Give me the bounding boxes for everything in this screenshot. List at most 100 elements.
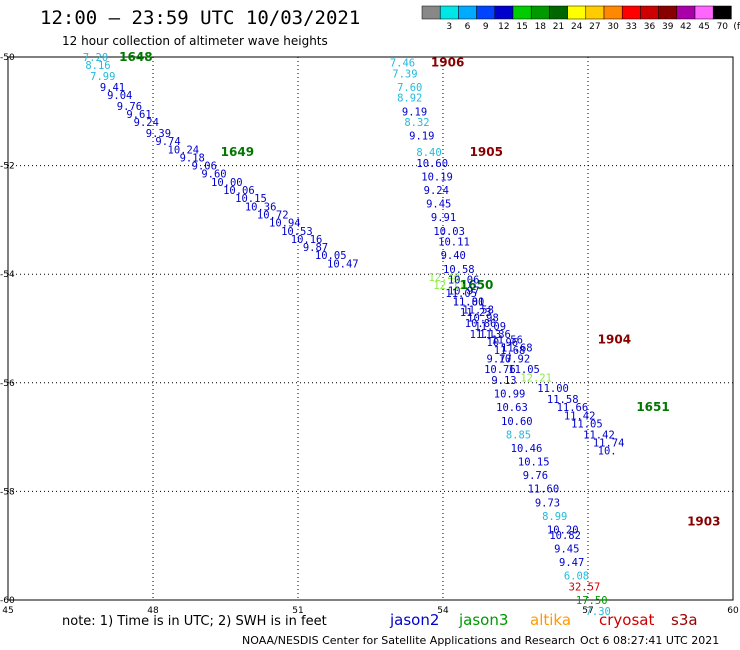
wave-height-label: 9.41 xyxy=(100,82,125,94)
colorbar-swatch xyxy=(439,5,459,20)
wave-height-label: 11.68 xyxy=(494,345,526,357)
colorbar-label: 42 xyxy=(680,22,691,32)
wave-height-label: 12.11 xyxy=(433,280,465,292)
wave-height-label: 9.13 xyxy=(491,375,516,387)
footer-timestamp: Oct 6 08:27:41 UTC 2021 xyxy=(580,634,719,647)
wave-height-label: 10.97 xyxy=(448,285,480,297)
wave-height-label: 11.00 xyxy=(537,383,569,395)
wave-height-label: 7.60 xyxy=(397,82,422,94)
chart-subtitle: 12 hour collection of altimeter wave hei… xyxy=(62,34,328,48)
colorbar-label: 36 xyxy=(644,22,656,32)
wave-height-label: 6.08 xyxy=(564,571,589,583)
colorbar-label: 45 xyxy=(698,22,709,32)
y-tick-label: -50 xyxy=(0,53,15,63)
colorbar-swatch xyxy=(421,5,441,20)
wave-height-label: 12.21 xyxy=(520,372,552,384)
wave-height-label: 10.15 xyxy=(235,193,267,205)
wave-height-label: 8.40 xyxy=(416,147,441,159)
pass-label: 1906 xyxy=(431,55,464,69)
wave-height-label: 8.85 xyxy=(506,429,531,441)
wave-height-label: 10.06 xyxy=(223,185,255,197)
satellite-name: cryosat xyxy=(599,611,654,629)
wave-height-label: 7.39 xyxy=(392,68,417,80)
wave-height-label: 10.03 xyxy=(433,226,465,238)
wave-height-label: 10.47 xyxy=(327,258,359,270)
colorbar-label: 30 xyxy=(607,22,619,32)
footer-credit: NOAA/NESDIS Center for Satellite Applica… xyxy=(242,634,575,647)
wave-height-label: 10.86 xyxy=(465,318,497,330)
colorbar-swatch xyxy=(512,5,532,20)
wave-height-label: 10.76 xyxy=(484,364,516,376)
colorbar-label: 6 xyxy=(465,22,471,32)
satellite-name: jason2 xyxy=(389,611,439,629)
wave-height-label: 10.20 xyxy=(547,524,579,536)
data-labels: 7.208.167.999.419.049.769.619.249.399.74… xyxy=(83,50,721,618)
colorbar-swatch xyxy=(567,5,587,20)
colorbar-label: 27 xyxy=(589,22,600,32)
colorbar-label: 39 xyxy=(662,22,674,32)
colorbar-swatch xyxy=(658,5,678,20)
x-tick-label: 57 xyxy=(582,606,593,616)
wave-height-label: 10.96 xyxy=(487,337,519,349)
wave-height-label: 9.06 xyxy=(192,161,217,173)
wave-height-label: 10.63 xyxy=(496,402,528,414)
wave-height-label: 9.39 xyxy=(146,128,171,140)
wave-height-label: 9.87 xyxy=(303,242,328,254)
colorbar-label: 15 xyxy=(516,22,527,32)
satellite-name: jason3 xyxy=(458,611,508,629)
wave-height-label: 7.20 xyxy=(83,52,108,64)
wave-height-label: 10.19 xyxy=(421,171,453,183)
y-tick-label: -58 xyxy=(0,487,15,497)
pass-label: 1650 xyxy=(460,278,493,292)
x-tick-label: 48 xyxy=(147,606,159,616)
y-tick-label: -54 xyxy=(0,270,15,280)
colorbar-label: 33 xyxy=(626,22,637,32)
wave-height-label: 11.05 xyxy=(571,419,603,431)
colorbar-label: 18 xyxy=(535,22,547,32)
wave-height-label: 10. xyxy=(598,446,617,458)
wave-height-label: 10.60 xyxy=(416,158,448,170)
wave-height-label: 10.24 xyxy=(168,144,200,156)
colorbar-swatch xyxy=(621,5,641,20)
wave-height-label: 9.76 xyxy=(523,470,548,482)
wave-height-label: 9.61 xyxy=(126,109,151,121)
colorbar-swatch xyxy=(676,5,696,20)
pass-label: 1904 xyxy=(598,332,631,346)
wave-height-label: 8.32 xyxy=(404,117,429,129)
wave-height-label: 9.19 xyxy=(409,131,434,143)
x-tick-label: 45 xyxy=(2,606,13,616)
wave-height-label: 9.91 xyxy=(431,212,456,224)
colorbar-swatch xyxy=(494,5,514,20)
plot-frame xyxy=(7,56,734,601)
wave-height-label: 9.24 xyxy=(134,117,159,129)
satellite-name: altika xyxy=(530,611,571,629)
colorbar-swatch xyxy=(640,5,659,20)
wave-height-label: 11.81 xyxy=(453,296,485,308)
wave-height-label: 17.50 xyxy=(576,595,608,607)
pass-label: 1905 xyxy=(470,145,503,159)
pass-label: 1649 xyxy=(221,145,254,159)
wave-height-label: 11.58 xyxy=(547,394,579,406)
wave-height-label: 10.46 xyxy=(511,443,543,455)
wave-height-label: 10.98 xyxy=(467,313,499,325)
colorbar-swatch xyxy=(694,5,714,20)
colorbar-label: 21 xyxy=(553,22,564,32)
colorbar-swatch xyxy=(585,5,605,20)
wave-height-label: 9.45 xyxy=(554,543,579,555)
wave-height-label: 10.06 xyxy=(448,275,480,287)
colorbar-swatch xyxy=(549,5,568,20)
wave-height-label: 11.36 xyxy=(479,329,511,341)
wave-height-label: 10.53 xyxy=(281,226,313,238)
wave-height-label: 9.74 xyxy=(155,136,180,148)
pass-label: 1651 xyxy=(636,400,669,414)
plot-area: 45 48 51 54 57 60-50-52-54-56-58-60 7.208.167… xyxy=(0,50,739,618)
y-tick-label: -52 xyxy=(0,162,15,172)
x-tick-label: 54 xyxy=(437,606,449,616)
colorbar-unit: (ft) xyxy=(733,22,740,32)
wave-height-label: 11.23 xyxy=(460,307,492,319)
wave-height-label: 11.05 xyxy=(445,288,477,300)
wave-height-label: 9.73 xyxy=(535,497,560,509)
colorbar-label: 3 xyxy=(446,22,452,32)
colorbar-swatch xyxy=(603,5,623,20)
